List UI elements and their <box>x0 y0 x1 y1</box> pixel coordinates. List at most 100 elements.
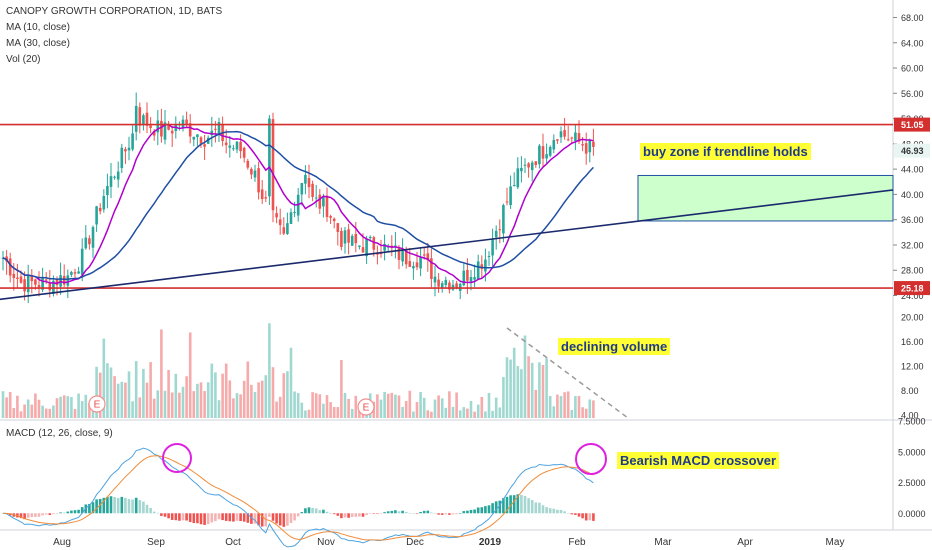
volume-bar <box>584 408 588 418</box>
volume-bar <box>253 392 257 418</box>
volume-bar <box>426 410 430 418</box>
volume-bar <box>534 389 538 418</box>
macd-bar <box>48 513 52 515</box>
volume-bar <box>530 362 534 418</box>
macd-bar <box>149 507 152 514</box>
macd-bar <box>131 499 134 514</box>
volume-bar <box>124 382 127 418</box>
volume-tick-label: 4.00 <box>901 410 919 420</box>
price-tick-label: 68.00 <box>901 13 924 23</box>
volume-bar <box>113 376 116 418</box>
macd-bar <box>289 513 293 523</box>
macd-bar <box>494 501 498 514</box>
candle-body <box>224 142 228 146</box>
candle-body <box>534 161 538 166</box>
volume-bar <box>203 391 206 418</box>
price-label: 25.18 <box>901 284 924 294</box>
candle-body <box>314 197 318 199</box>
candle-body <box>401 249 404 262</box>
candle-body <box>192 136 196 140</box>
candle-body <box>282 227 286 234</box>
volume-bar <box>102 338 106 418</box>
macd-bar <box>379 513 383 514</box>
macd-bar <box>505 496 509 514</box>
volume-tick-label: 20.00 <box>901 313 924 323</box>
macd-bar <box>350 513 354 517</box>
candle-body <box>214 128 217 130</box>
macd-bar <box>520 494 523 514</box>
macd-bar <box>138 500 142 514</box>
candle-body <box>588 140 592 153</box>
candle-body <box>203 144 206 147</box>
macd-bar <box>116 497 120 514</box>
volume-bar <box>563 392 566 418</box>
candle-body <box>8 258 12 276</box>
candle-body <box>552 139 556 150</box>
macd-bar <box>448 513 451 515</box>
ma30-line <box>2 130 594 281</box>
macd-bar <box>563 511 566 514</box>
volume-tick-label: 8.00 <box>901 386 919 396</box>
macd-bar <box>278 513 282 526</box>
volume-bar <box>242 380 246 418</box>
volume-bar <box>440 398 444 418</box>
macd-bar <box>124 497 127 514</box>
volume-bar <box>329 402 332 418</box>
volume-bar <box>152 398 156 418</box>
candle-body <box>260 189 264 200</box>
candle-body <box>505 201 509 203</box>
volume-bar <box>458 410 462 418</box>
macd-bar <box>293 513 296 521</box>
volume-bar <box>246 361 250 418</box>
volume-bar <box>404 401 408 418</box>
candle-body <box>88 238 91 245</box>
x-tick-label: May <box>826 537 845 548</box>
candle-body <box>559 131 563 138</box>
candle-body <box>250 168 253 175</box>
candle-body <box>512 185 516 187</box>
candle-body <box>379 253 383 255</box>
candle-body <box>527 163 530 168</box>
volume-bar <box>30 404 34 418</box>
macd-bar <box>55 513 59 514</box>
candle-body <box>91 227 95 248</box>
candle-body <box>322 196 325 207</box>
macd-bar <box>440 513 444 515</box>
macd-bar <box>412 513 415 514</box>
macd-bar <box>66 511 70 514</box>
macd-bar <box>466 510 469 514</box>
macd-bar <box>592 513 595 521</box>
macd-bar <box>37 513 41 517</box>
volume-bar <box>178 392 181 418</box>
candle-body <box>84 237 88 249</box>
macd-bar <box>433 513 437 514</box>
macd-bar <box>307 507 311 514</box>
volume-bar <box>192 391 196 418</box>
macd-bar <box>523 495 527 514</box>
macd-bar <box>588 513 592 521</box>
volume-bar <box>462 407 466 418</box>
volume-bar <box>444 407 448 418</box>
macd-bar <box>113 496 116 514</box>
x-tick-label: Apr <box>737 537 753 548</box>
macd-bar <box>275 513 278 524</box>
price-tick-label: 28.00 <box>901 266 924 276</box>
volume-bar <box>390 392 394 418</box>
volume-bar <box>523 335 527 418</box>
volume-bar <box>408 390 412 418</box>
candle-body <box>412 266 415 269</box>
macd-bar <box>62 512 66 514</box>
crossover-circle <box>162 443 192 473</box>
volume-bar <box>170 392 174 418</box>
legend-vol: Vol (20) <box>6 54 41 65</box>
candle-body <box>26 275 30 293</box>
volume-bar <box>278 396 282 418</box>
candle-body <box>556 139 559 141</box>
legend-ma30: MA (30, close) <box>6 38 70 49</box>
candle-body <box>257 168 260 193</box>
volume-bar <box>77 393 80 418</box>
candle-body <box>563 130 566 137</box>
candle-body <box>124 149 127 152</box>
volume-bar <box>502 377 505 418</box>
candle-body <box>383 243 386 251</box>
